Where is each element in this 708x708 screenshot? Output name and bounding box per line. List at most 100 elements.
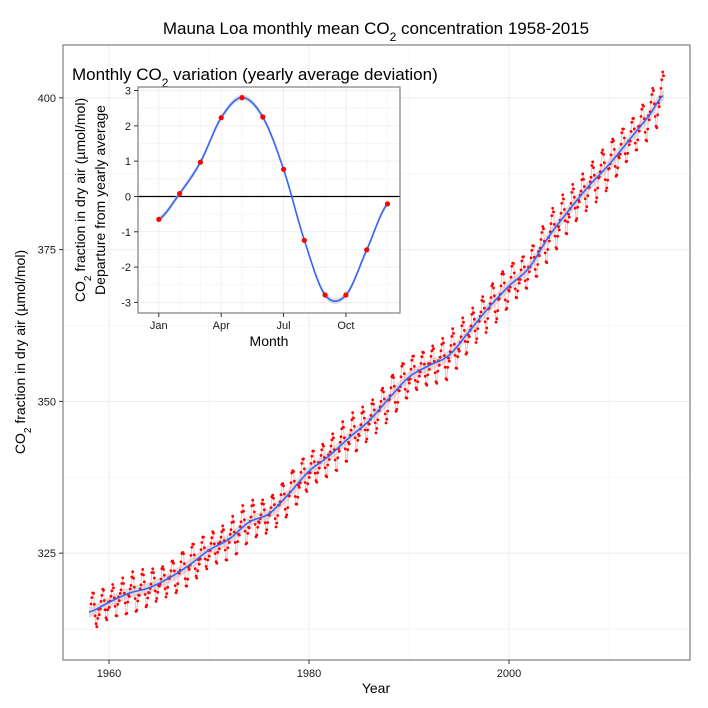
monthly-data-point: [185, 584, 189, 588]
monthly-data-point: [372, 402, 375, 406]
monthly-data-point: [296, 495, 300, 499]
monthly-data-point: [527, 270, 531, 274]
monthly-data-point: [187, 568, 191, 571]
monthly-data-point: [639, 115, 643, 118]
monthly-data-point: [253, 523, 257, 526]
monthly-data-point: [503, 298, 507, 302]
monthly-data-point: [341, 420, 345, 424]
monthly-data-point: [204, 565, 208, 568]
monthly-data-point: [325, 475, 329, 479]
monthly-data-point: [526, 277, 530, 281]
monthly-data-point: [555, 247, 559, 251]
monthly-data-point: [100, 594, 104, 597]
inset-x-tick-label: Apr: [213, 320, 230, 332]
monthly-data-point: [127, 595, 131, 598]
monthly-data-point: [400, 364, 404, 368]
monthly-data-point: [126, 600, 130, 604]
monthly-data-point: [576, 205, 580, 209]
monthly-data-point: [600, 151, 604, 155]
monthly-data-point: [407, 381, 411, 385]
monthly-data-point: [602, 161, 606, 165]
monthly-data-point: [212, 542, 216, 546]
x-tick-label: 1960: [97, 668, 121, 680]
monthly-data-point: [92, 602, 96, 606]
monthly-data-point: [622, 136, 626, 140]
inset-y-tick-label: -1: [121, 227, 131, 239]
monthly-data-point: [447, 356, 450, 360]
monthly-data-point: [351, 411, 355, 414]
monthly-data-point: [213, 552, 217, 555]
monthly-data-point: [282, 492, 286, 496]
monthly-data-point: [566, 220, 570, 224]
monthly-data-point: [517, 281, 521, 285]
monthly-data-point: [472, 317, 476, 321]
monthly-data-point: [118, 592, 122, 595]
monthly-data-point: [117, 599, 121, 602]
monthly-data-point: [176, 582, 180, 586]
monthly-data-point: [506, 300, 510, 303]
monthly-data-point: [417, 374, 421, 378]
monthly-data-point: [489, 296, 493, 299]
monthly-data-point: [572, 187, 575, 191]
monthly-data-point: [552, 223, 556, 226]
monthly-data-point: [207, 554, 211, 558]
monthly-data-point: [595, 196, 599, 200]
monthly-data-point: [255, 533, 259, 537]
monthly-data-point: [347, 442, 351, 446]
monthly-data-point: [469, 324, 473, 328]
monthly-data-point: [169, 569, 173, 573]
monthly-data-point: [109, 594, 113, 598]
monthly-data-point: [599, 163, 603, 167]
monthly-data-point: [592, 166, 595, 170]
monthly-data-point: [652, 89, 655, 92]
monthly-data-point: [570, 191, 574, 194]
monthly-data-point: [317, 466, 321, 470]
monthly-data-point: [199, 548, 203, 551]
monthly-data-point: [349, 428, 353, 432]
monthly-data-point: [402, 372, 406, 375]
monthly-data-point: [601, 148, 605, 152]
monthly-data-point: [516, 289, 520, 293]
monthly-data-point: [346, 448, 350, 452]
monthly-data-point: [662, 74, 665, 78]
monthly-data-point: [452, 342, 456, 346]
monthly-data-point: [462, 320, 465, 324]
monthly-data-point: [236, 540, 240, 543]
monthly-data-point: [410, 358, 414, 362]
monthly-data-point: [286, 506, 290, 509]
monthly-data-point: [605, 186, 609, 190]
monthly-data-point: [128, 587, 132, 591]
monthly-data-point: [252, 503, 255, 507]
monthly-data-point: [439, 349, 443, 353]
monthly-data-point: [569, 202, 573, 205]
monthly-data-point: [166, 585, 170, 589]
monthly-data-point: [642, 117, 646, 121]
monthly-data-point: [647, 118, 651, 122]
monthly-data-point: [473, 329, 477, 333]
monthly-data-point: [572, 195, 576, 199]
monthly-data-point: [661, 70, 665, 74]
monthly-data-point: [643, 130, 647, 134]
monthly-data-point: [357, 434, 361, 437]
monthly-data-point: [375, 427, 379, 430]
inset-y-tick-label: 1: [125, 156, 131, 168]
monthly-data-point: [646, 127, 650, 131]
monthly-data-point: [209, 542, 213, 545]
monthly-data-point: [355, 448, 359, 452]
monthly-data-point: [565, 232, 569, 236]
monthly-data-point: [361, 405, 365, 409]
monthly-data-point: [312, 449, 315, 453]
monthly-data-point: [465, 351, 469, 354]
monthly-data-point: [457, 349, 461, 353]
monthly-data-point: [640, 107, 644, 111]
monthly-data-point: [353, 436, 357, 440]
monthly-data-point: [232, 520, 235, 524]
monthly-data-point: [602, 153, 605, 156]
inset-point-jun: [260, 114, 266, 120]
monthly-data-point: [415, 388, 419, 391]
inset-point-nov: [364, 247, 370, 253]
monthly-data-point: [143, 593, 147, 596]
inset-point-sep: [322, 292, 328, 298]
monthly-data-point: [322, 444, 325, 448]
monthly-data-point: [501, 270, 505, 274]
